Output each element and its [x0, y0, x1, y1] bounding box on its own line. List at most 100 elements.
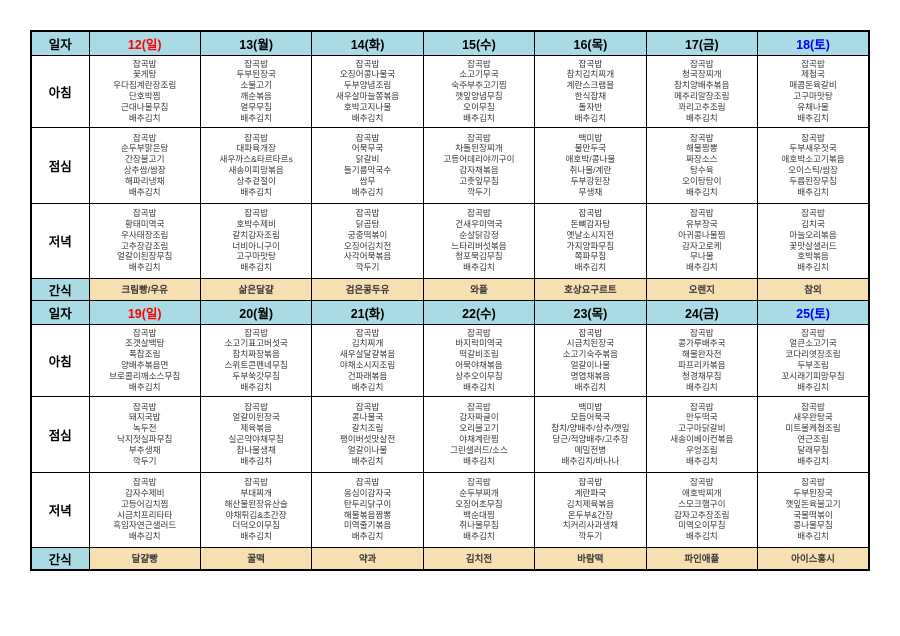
menu-item: 배추김치	[128, 262, 161, 273]
menu-item: 폭찹조림	[128, 349, 161, 360]
menu-item: 제육볶음	[240, 423, 272, 434]
breakfast-menu-cell: 잡곡밥 청국장찌개 참치양배추볶음 메추리알장조림 꽈리고추조림 배추김치	[645, 54, 759, 128]
menu-item: 배추김치	[240, 531, 272, 542]
menu-item: 잡곡밥	[689, 401, 714, 412]
menu-item: 해파리냉채	[124, 175, 165, 186]
menu-item: 꽈리고추조림	[678, 101, 726, 112]
menu-item: 물만두국	[574, 143, 607, 154]
menu-item: 얼갈이된장국	[232, 412, 280, 423]
menu-item: 국물떡볶이	[793, 509, 833, 520]
menu-item: 야채계란찜	[459, 434, 499, 444]
menu-item: 배추김치	[797, 262, 829, 273]
dinner-menu-cell: 잡곡밥 옹심이감자국 탄두리닭구이 해물볶음짬뽕 미역줄기볶음 배추김치	[311, 471, 424, 548]
menu-item: 오징어초무침	[455, 498, 503, 509]
menu-item: 스모크햄구이	[678, 498, 726, 509]
dinner-menu-cell: 잡곡밥 감자수제비 고등어김치찜 시금치프리타타 흑임자연근샐러드 배추김치	[88, 471, 201, 548]
menu-item: 잡곡밥	[244, 401, 268, 412]
menu-item: 미역줄기볶음	[343, 520, 392, 531]
menu-item: 시금치프리타타	[117, 509, 173, 520]
menu-item: 참치/양배추/상추/깻잎	[551, 423, 630, 434]
menu-item: 열무무침	[240, 101, 272, 112]
snack-cell: 꿀떡	[199, 546, 313, 570]
menu-item: 얼큰소고기국	[789, 338, 837, 349]
dinner-menu-cell: 잡곡밥 두부된장국 깻잎돈육불고기 국물떡볶이 콩나물무침 배추김치	[757, 471, 870, 548]
menu-item: 잡곡밥	[132, 477, 157, 488]
menu-item: 계란파국	[574, 487, 607, 498]
menu-item: 깍두기	[578, 531, 603, 542]
dinner-menu-cell: 잡곡밥 애호박찌개 스모크햄구이 감자고추장조림 미역오이무침 배추김치	[645, 471, 759, 548]
menu-item: 고등어데리야끼구이	[443, 154, 515, 165]
menu-item: 잡곡밥	[132, 327, 157, 338]
menu-item: 배추김치	[240, 112, 272, 123]
dinner-menu-cell: 잡곡밥 황태미역국 우사태장조림 고추장감조림 얼갈이된장무침 배추김치	[88, 202, 201, 279]
menu-item: 참치양배추볶음	[674, 80, 730, 91]
date-cell: 15(수)	[422, 30, 536, 56]
menu-item: 백미밥	[578, 132, 603, 143]
snack-cell: 참외	[757, 277, 870, 301]
menu-item: 근대나물무침	[120, 101, 169, 112]
menu-item: 무생채	[578, 186, 603, 197]
menu-item: 달래무침	[797, 444, 829, 455]
menu-item: 해물완자전	[682, 349, 722, 360]
menu-item: 부대찌개	[240, 487, 272, 498]
menu-item: 우엉조림	[686, 444, 718, 455]
menu-item: 배추김치	[686, 112, 718, 123]
menu-item: 콩나물국	[351, 412, 384, 423]
menu-item: 그린샐러드/소스	[450, 444, 508, 455]
menu-item: 감자고추장조림	[674, 509, 730, 520]
menu-item: 잡곡밥	[355, 208, 380, 219]
menu-item: 얼갈이된장무침	[117, 251, 173, 262]
menu-item: 잡곡밥	[467, 477, 491, 488]
dinner-menu-cell: 잡곡밥 순두부찌개 오징어초무침 백순대찜 취나물무침 배추김치	[422, 471, 536, 548]
dinner-menu-cell: 잡곡밥 건새우미역국 순살닭강정 느타리버섯볶음 청포묵김무침 배추김치	[422, 202, 536, 279]
menu-item: 배추김치	[463, 455, 495, 466]
menu-item: 배추김치	[240, 262, 272, 273]
date-cell: 18(토)	[757, 30, 870, 56]
menu-item: 새송이피망볶음	[228, 165, 284, 175]
snack-cell: 크림빵/우유	[88, 277, 201, 301]
menu-item: 야채소시지조림	[339, 360, 396, 370]
menu-item: 애호박소고기볶음	[781, 154, 845, 165]
menu-item: 닭갈비	[355, 154, 380, 165]
menu-item: 감자짜글이	[459, 412, 499, 423]
menu-item: 흑임자연근샐러드	[113, 520, 177, 531]
menu-item: 무나물	[689, 251, 714, 262]
breakfast-menu-cell: 잡곡밥 소고기표고버섯국 참치짜장볶음 스위트콘펜네무침 두부쑥갓무침 배추김치	[199, 323, 313, 397]
breakfast-menu-cell: 잡곡밥 시금치된장국 소고기숙주볶음 얼갈이나물 명엽채볶음 배추김치	[534, 323, 647, 397]
menu-item: 호박고지나물	[343, 101, 392, 112]
menu-item: 소고기숙주볶음	[562, 349, 619, 360]
menu-item: 떡갈비조림	[459, 349, 499, 360]
menu-item: 배추김치	[463, 262, 495, 273]
date-row-week-1: 일자 12(일) 13(월) 14(화) 15(수) 16(목) 17(금) 18(토)	[30, 30, 870, 56]
menu-item: 브로콜리깨소스무침	[109, 370, 181, 381]
menu-item: 상추겉절이	[236, 175, 276, 186]
menu-item: 배추김치	[574, 112, 607, 123]
menu-item: 순살닭강정	[459, 229, 499, 240]
menu-item: 잡곡밥	[689, 208, 714, 219]
menu-item: 잡곡밥	[244, 208, 268, 219]
menu-item: 잡곡밥	[801, 208, 825, 219]
menu-item: 백순대찜	[463, 509, 495, 520]
menu-item: 콩나물무침	[793, 520, 833, 531]
menu-item: 메밀전병	[574, 444, 607, 455]
menu-item: 새우까스&타르타르s	[219, 154, 293, 165]
breakfast-menu-cell: 잡곡밥 오징어콩나물국 두부양념조림 새우살마늘쫑볶음 호박고지나물 배추김치	[311, 54, 424, 128]
lunch-menu-cell: 잡곡밥 얼갈이된장국 제육볶음 실곤약야채무침 참나물생채 배추김치	[199, 395, 313, 473]
dinner-menu-cell: 잡곡밥 호박수제비 갈치감자조림 너비아니구이 고구마맛탕 배추김치	[199, 202, 313, 279]
snack-cell: 오렌지	[645, 277, 759, 301]
menu-item: 잡곡밥	[801, 401, 825, 412]
menu-item: 감자채볶음	[459, 165, 499, 175]
menu-item: 갈치조림	[351, 423, 384, 434]
menu-item: 오이무침	[463, 101, 495, 112]
menu-item: 잡곡밥	[132, 132, 157, 143]
menu-item: 배추김치	[686, 381, 718, 392]
menu-item: 쌈무	[359, 175, 376, 186]
snack-cell: 삶은달걀	[199, 277, 313, 301]
menu-item: 감자수제비	[124, 487, 165, 498]
snack-cell: 호상요구르트	[534, 277, 647, 301]
menu-item: 사각어묵볶음	[343, 251, 392, 262]
menu-item: 잡곡밥	[801, 58, 825, 69]
menu-item: 짜장소스	[686, 154, 718, 165]
menu-item: 잡곡밥	[801, 327, 825, 338]
menu-item: 참나물생채	[236, 444, 276, 455]
